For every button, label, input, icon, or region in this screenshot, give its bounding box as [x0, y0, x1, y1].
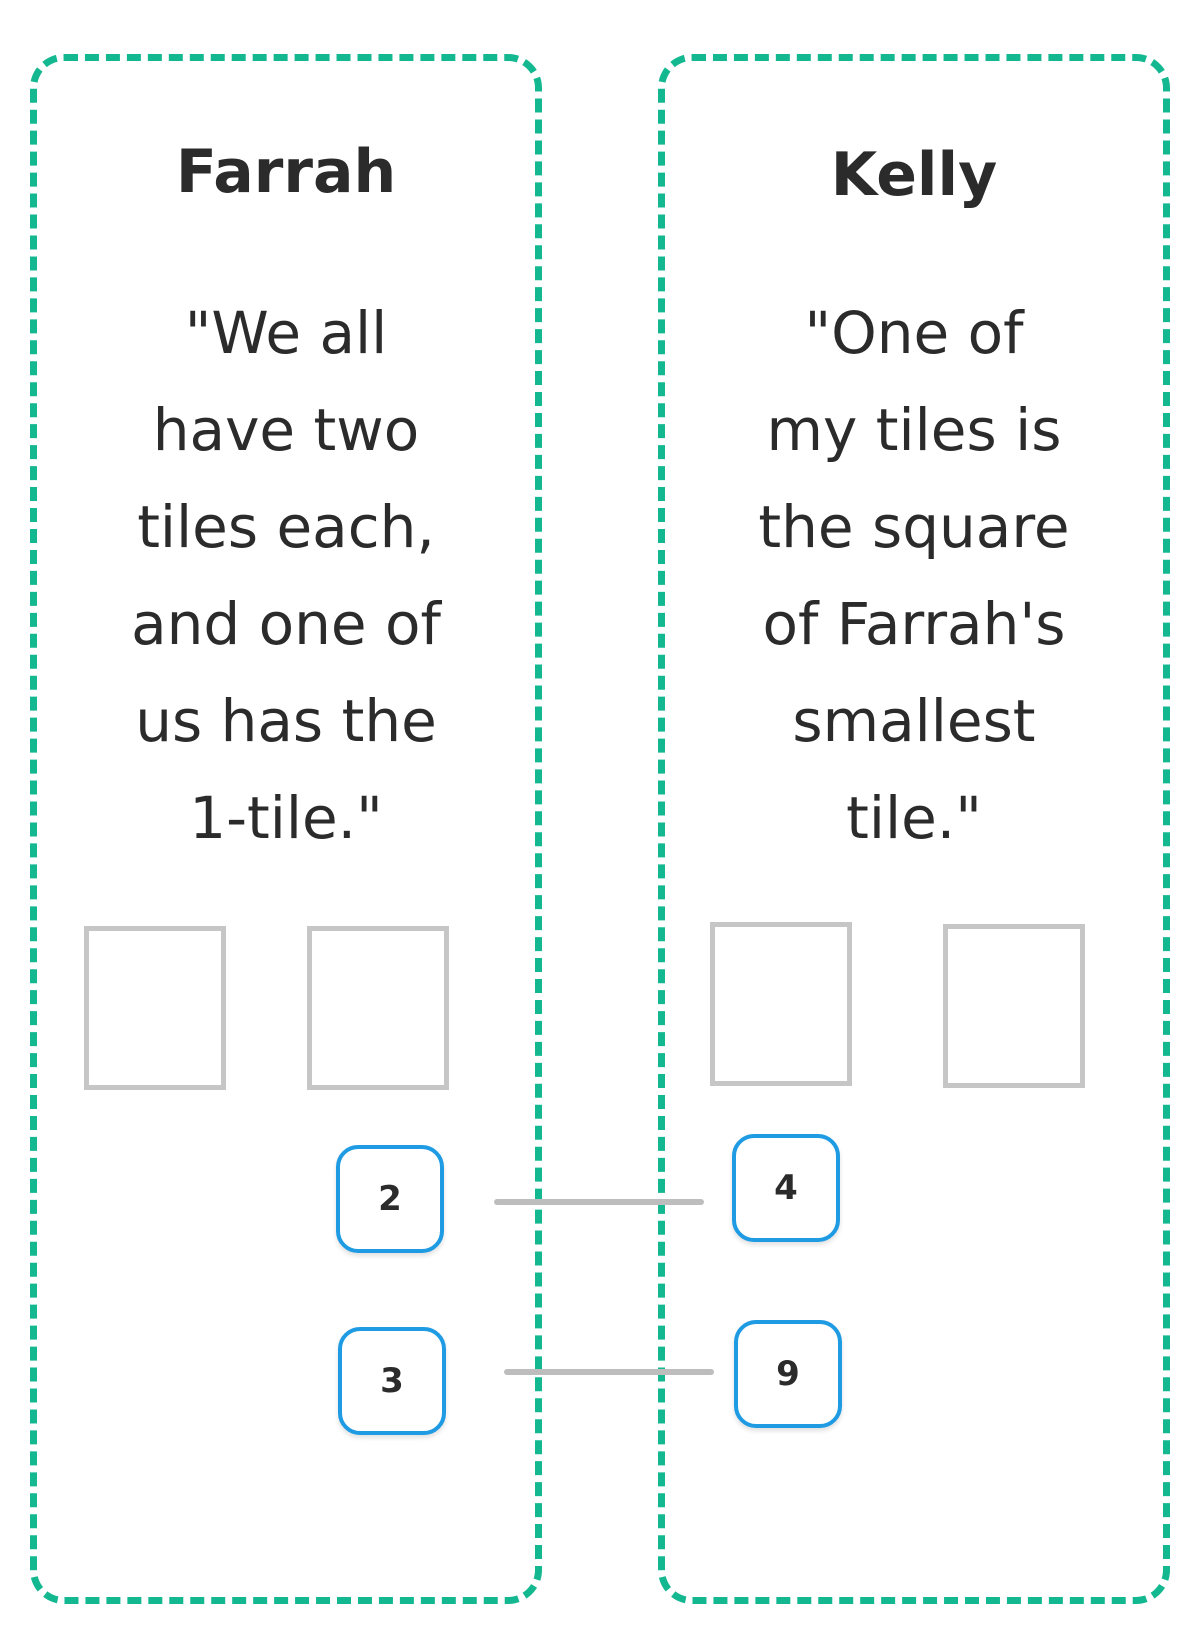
number-tile[interactable]: 4: [732, 1134, 840, 1242]
number-tile[interactable]: 2: [336, 1145, 444, 1253]
quote-line: of Farrah's: [762, 590, 1066, 658]
number-tile[interactable]: 3: [338, 1327, 446, 1435]
quote-line: the square: [758, 493, 1070, 561]
player-quote-kelly: "One of my tiles is the square of Farrah…: [658, 285, 1170, 867]
connector-line: [504, 1369, 714, 1375]
quote-line: and one of: [131, 590, 441, 658]
player-name-kelly: Kelly: [830, 140, 998, 210]
quote-line: have two: [152, 396, 420, 464]
quote-line: "We all: [184, 299, 388, 367]
player-panel-kelly: [658, 54, 1170, 1604]
quote-line: us has the: [135, 687, 437, 755]
quote-line: 1-tile.": [189, 784, 383, 852]
quote-line: my tiles is: [766, 396, 1062, 464]
number-tile[interactable]: 9: [734, 1320, 842, 1428]
quote-line: smallest: [792, 687, 1036, 755]
quote-line: tile.": [846, 784, 982, 852]
farrah-tile-slot-2[interactable]: [307, 926, 449, 1090]
farrah-tile-slot-1[interactable]: [84, 926, 226, 1090]
kelly-tile-slot-1[interactable]: [710, 922, 852, 1086]
player-quote-farrah: "We all have two tiles each, and one of …: [30, 285, 542, 867]
player-panel-farrah: [30, 54, 542, 1604]
quote-line: tiles each,: [137, 493, 435, 561]
kelly-tile-slot-2[interactable]: [943, 924, 1085, 1088]
connector-line: [494, 1199, 704, 1205]
player-name-farrah: Farrah: [175, 137, 397, 207]
quote-line: "One of: [804, 299, 1024, 367]
